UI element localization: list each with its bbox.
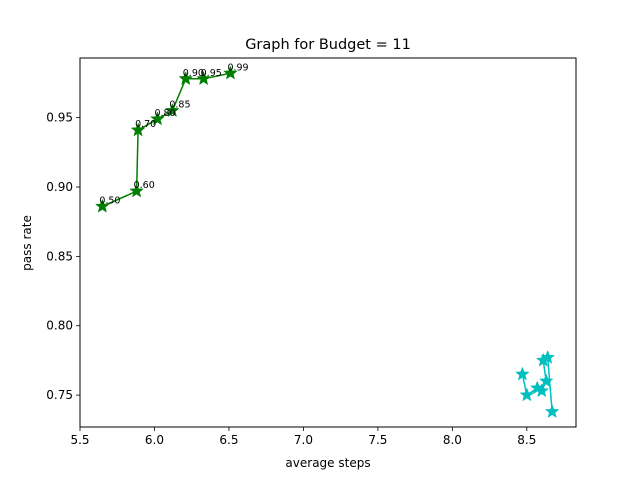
plot-frame xyxy=(79,57,577,428)
x-tick-label: 8.0 xyxy=(443,433,462,447)
x-tick-label: 5.5 xyxy=(70,433,89,447)
data-point-star xyxy=(196,71,211,86)
series-0: 0.50 0.60 0.700.800.85 0.900.95 0.99 xyxy=(95,62,249,213)
data-point-star xyxy=(540,349,556,364)
chart-title: Graph for Budget = 11 xyxy=(245,37,411,53)
data-point-star xyxy=(95,198,110,213)
data-label: 0.60 xyxy=(134,180,155,191)
data-point-star xyxy=(544,404,560,418)
data-label: 0.50 xyxy=(99,195,120,206)
data-label: 0.90 xyxy=(183,68,204,79)
y-tick-label: 0.95 xyxy=(46,111,73,125)
y-tick-label: 0.85 xyxy=(46,249,73,263)
data-point-star xyxy=(223,65,238,80)
y-axis: 0.75 0.80 0.85 0.90 0.95 xyxy=(46,111,80,402)
x-tick-label: 7.0 xyxy=(294,433,313,447)
x-tick-label: 6.0 xyxy=(145,433,164,447)
data-label: 0.99 xyxy=(227,62,248,73)
x-axis-label: average steps xyxy=(285,456,370,470)
data-point-star xyxy=(130,122,146,137)
data-label: 0.85 xyxy=(169,100,190,111)
y-tick-label: 0.75 xyxy=(46,388,73,402)
data-point-star xyxy=(515,366,530,381)
data-point-star xyxy=(519,387,535,402)
y-tick-label: 0.90 xyxy=(46,180,73,194)
data-point-star xyxy=(150,111,165,126)
series-1 xyxy=(515,349,560,418)
y-axis-label: pass rate xyxy=(20,215,34,271)
x-tick-label: 8.5 xyxy=(517,433,536,447)
plot-marks: 0.50 0.60 0.700.800.85 0.900.95 0.99 xyxy=(95,62,560,418)
data-label: 0.70 xyxy=(135,119,156,130)
data-point-star xyxy=(534,383,550,398)
x-tick-label: 6.5 xyxy=(219,433,238,447)
y-tick-label: 0.80 xyxy=(46,319,73,333)
data-point-star xyxy=(538,373,554,388)
data-point-star xyxy=(178,71,194,86)
data-label: 0.80 xyxy=(154,108,175,119)
x-tick-label: 7.5 xyxy=(368,433,387,447)
data-point-star xyxy=(165,103,180,117)
x-axis: 5.5 6.0 6.5 7.0 7.5 8.0 8.5 xyxy=(70,427,536,447)
data-label: 0.95 xyxy=(201,68,222,79)
data-point-star xyxy=(129,183,144,198)
